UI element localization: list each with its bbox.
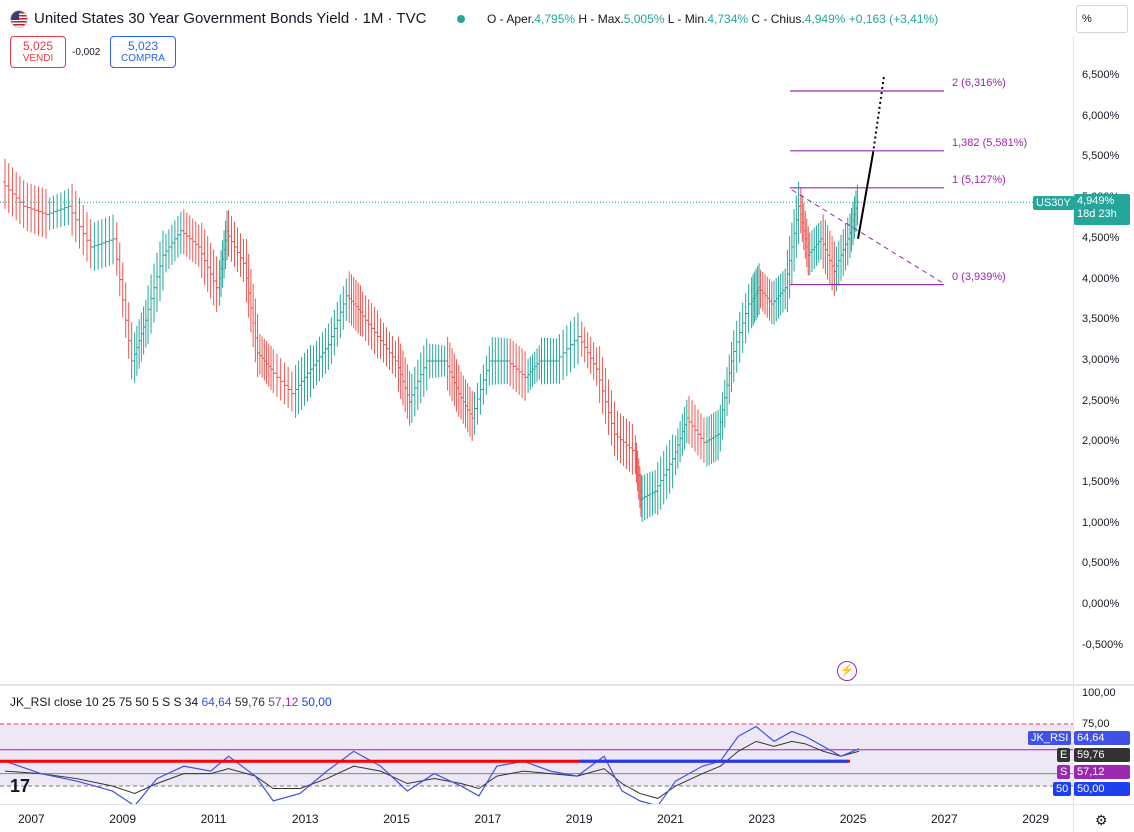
rsi-legend[interactable]: JK_RSI close 10 25 75 50 5 S S 34 64,64 … bbox=[10, 695, 332, 709]
last-price-tag: 4,949% 18d 23h bbox=[1074, 194, 1130, 225]
chart-header: United States 30 Year Government Bonds Y… bbox=[0, 0, 1074, 36]
rsi-chart[interactable] bbox=[0, 686, 1073, 804]
buy-price: 5,023 bbox=[127, 39, 159, 53]
projection-line-dotted bbox=[872, 75, 885, 154]
sell-label: VENDI bbox=[22, 53, 54, 64]
price-axis-tick: 0,500% bbox=[1082, 557, 1120, 570]
close-value: 4,949% bbox=[804, 12, 846, 26]
last-price-value: 4,949% bbox=[1077, 195, 1115, 207]
scale-mode-button[interactable]: % bbox=[1076, 5, 1128, 33]
time-axis-label: 2023 bbox=[748, 812, 776, 826]
high-label: H - Max. bbox=[578, 12, 624, 26]
price-axis-tick: 3,000% bbox=[1082, 353, 1120, 366]
rsi-axis-tick-100: 100,00 bbox=[1082, 687, 1116, 699]
rsi-tag-v3: 57,12 bbox=[1074, 765, 1130, 779]
price-axis-tick: 6,500% bbox=[1082, 69, 1120, 81]
pane-divider[interactable] bbox=[0, 684, 1134, 686]
time-axis-label: 2015 bbox=[383, 812, 410, 826]
rsi-tag-50-label: 50 bbox=[1053, 782, 1072, 796]
projection-line bbox=[857, 153, 874, 240]
price-axis-tick: 0,000% bbox=[1082, 598, 1120, 611]
price-axis-tick: 2,500% bbox=[1082, 394, 1120, 407]
rsi-tag-v1: 64,64 bbox=[1074, 731, 1130, 745]
time-axis-label: 2021 bbox=[657, 812, 684, 826]
rsi-name-tag: JK_RSI bbox=[1028, 731, 1072, 745]
price-axis-tick: 1,500% bbox=[1082, 476, 1120, 488]
rsi-value-4: 50,00 bbox=[301, 695, 332, 709]
rsi-value-1: 64,64 bbox=[201, 695, 232, 709]
price-axis-tick: 5,500% bbox=[1082, 150, 1120, 163]
market-status-dot bbox=[457, 15, 465, 23]
fib-level-label: 2 (6,316%) bbox=[952, 76, 1006, 89]
time-axis-label: 2011 bbox=[200, 812, 227, 826]
us-flag-icon bbox=[10, 10, 28, 28]
close-label: C - Chius. bbox=[751, 12, 805, 26]
time-axis-divider bbox=[0, 804, 1134, 805]
flash-icon[interactable]: ⚡ bbox=[837, 661, 857, 681]
rsi-name: JK_RSI bbox=[10, 695, 51, 709]
sell-price: 5,025 bbox=[22, 39, 54, 53]
buy-button[interactable]: 5,023 COMPRA bbox=[110, 36, 176, 68]
ohlc-readout: O - Aper.4,795% H - Max.5,005% L - Min.4… bbox=[487, 12, 938, 26]
rsi-tag-s-label: S bbox=[1057, 765, 1071, 779]
rsi-value-2: 59,76 bbox=[234, 695, 265, 709]
time-axis-label: 2009 bbox=[109, 812, 136, 826]
rsi-tag-v4: 50,00 bbox=[1074, 782, 1130, 796]
price-axis-tick: 4,500% bbox=[1082, 231, 1120, 244]
price-axis-tick: 1,000% bbox=[1082, 516, 1120, 529]
rsi-tag-v2: 59,76 bbox=[1074, 748, 1130, 762]
tradingview-logo[interactable]: 17 bbox=[10, 776, 31, 796]
price-axis-divider bbox=[1073, 36, 1074, 832]
low-label: L - Min. bbox=[667, 12, 708, 26]
open-label: O - Aper. bbox=[487, 12, 535, 26]
time-axis-label: 2027 bbox=[931, 812, 958, 826]
rsi-slow-line bbox=[4, 740, 860, 799]
time-axis-label: 2019 bbox=[565, 812, 593, 826]
time-axis-label: 2025 bbox=[839, 812, 867, 826]
settings-gear-icon[interactable]: ⚙ bbox=[1095, 812, 1108, 828]
buy-label: COMPRA bbox=[121, 53, 165, 64]
open-value: 4,795% bbox=[534, 12, 576, 26]
rsi-params: close 10 25 75 50 5 S S 34 bbox=[54, 695, 199, 709]
fib-level-label: 0 (3,939%) bbox=[952, 270, 1006, 283]
rsi-axis-tick-75: 75,00 bbox=[1082, 718, 1110, 730]
fib-level-label: 1,382 (5,581%) bbox=[952, 136, 1028, 149]
change-value: +0,163 (+3,41%) bbox=[848, 12, 939, 26]
time-axis-label: 2007 bbox=[18, 812, 45, 826]
price-axis-tick: 3,500% bbox=[1082, 313, 1120, 326]
time-axis-label: 2013 bbox=[291, 812, 319, 826]
price-axis-tick: 2,000% bbox=[1082, 435, 1120, 448]
time-axis-label: 2029 bbox=[1022, 812, 1049, 826]
trend-line-dashed bbox=[791, 189, 945, 285]
price-axis-tick: -0,500% bbox=[1082, 638, 1123, 651]
low-value: 4,734% bbox=[707, 12, 749, 26]
rsi-value-3: 57,12 bbox=[268, 695, 299, 709]
fib-level-label: 1 (5,127%) bbox=[952, 173, 1006, 186]
rsi-tag-e-label: E bbox=[1057, 748, 1071, 762]
high-value: 5,005% bbox=[623, 12, 665, 26]
spread-value: -0,002 bbox=[72, 47, 101, 58]
symbol-title[interactable]: United States 30 Year Government Bonds Y… bbox=[34, 10, 427, 27]
sell-button[interactable]: 5,025 VENDI bbox=[10, 36, 66, 68]
price-axis-tick: 4,000% bbox=[1082, 272, 1120, 285]
symbol-tag: US30Y bbox=[1033, 196, 1074, 210]
time-axis-label: 2017 bbox=[474, 812, 502, 826]
rsi-fast-line bbox=[4, 725, 860, 804]
price-chart[interactable] bbox=[0, 36, 1073, 684]
price-axis-tick: 6,000% bbox=[1082, 109, 1120, 122]
bar-countdown: 18d 23h bbox=[1077, 208, 1117, 220]
